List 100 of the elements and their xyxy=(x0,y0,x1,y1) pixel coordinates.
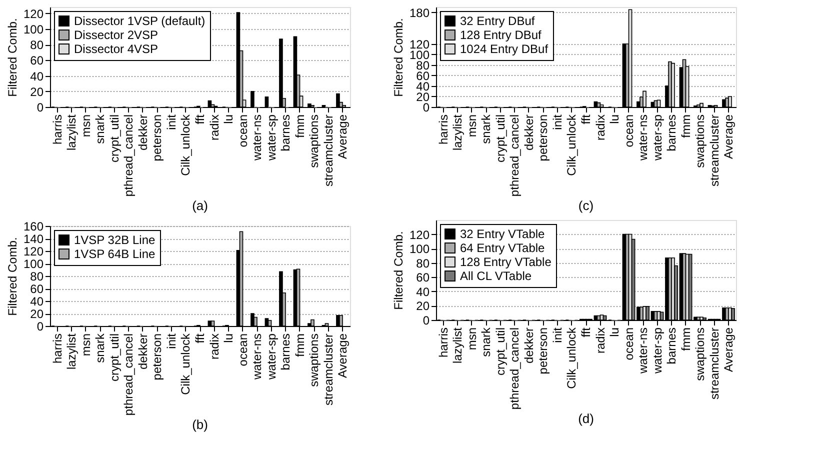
y-tick-label: 120 xyxy=(23,6,44,21)
x-tick-label: pthread_cancel xyxy=(508,328,522,410)
y-tick-label: 100 xyxy=(23,257,44,271)
x-tick-label: init xyxy=(164,114,178,130)
x-tick-label: init xyxy=(164,332,178,349)
x-tick-label: pthread_cancel xyxy=(508,114,522,197)
x-tick-label: snark xyxy=(93,332,108,363)
text: (b) xyxy=(192,417,208,432)
x-tick-label: snark xyxy=(93,114,108,144)
x-tick-label: streamcluster xyxy=(321,114,336,187)
x-tick-label: fmm xyxy=(292,334,307,357)
y-tick-label: 40 xyxy=(30,294,44,308)
x-tick-label: lu xyxy=(608,114,622,124)
x-tick-label: harris xyxy=(50,114,64,145)
x-tick-label: fmm xyxy=(678,114,693,138)
y-tick-label: 80 xyxy=(30,38,44,52)
legend-label: 64 Entry VTable xyxy=(460,241,546,255)
legend-label: 32 Entry DBuf xyxy=(460,14,536,28)
x-tick-label: msn xyxy=(78,334,93,356)
x-tick-label: peterson xyxy=(150,114,164,162)
x-tick-label: Average xyxy=(722,327,736,372)
x-tick-label: swaptions xyxy=(693,114,708,168)
x-tick-label: barnes xyxy=(664,328,679,364)
legend-label: Dissector 4VSP xyxy=(74,42,158,56)
y-tick-label: 80 xyxy=(30,270,44,284)
x-tick-label: msn xyxy=(464,114,479,138)
x-tick-label: ocean xyxy=(236,114,250,148)
x-tick-label: init xyxy=(550,326,564,343)
legend-label: 1VSP 32B Line xyxy=(74,233,156,247)
x-tick-label: dekker xyxy=(136,334,150,370)
x-tick-label: Cilk_unlock xyxy=(178,114,193,176)
y-axis-title: Filtered Comb. xyxy=(391,18,406,97)
y-tick-label: 20 xyxy=(30,307,44,321)
y-axis-title: Filtered Comb. xyxy=(5,237,20,316)
x-tick-label: lazylist xyxy=(450,114,465,151)
y-tick-label: 120 xyxy=(409,228,430,242)
legend-label: Dissector 1VSP (default) xyxy=(74,14,206,28)
x-tick-label: swaptions xyxy=(693,328,708,381)
x-tick-label: snark xyxy=(479,114,494,144)
legend-label: 32 Entry VTable xyxy=(460,227,546,241)
x-tick-label: radix xyxy=(207,334,222,360)
x-tick-label: fft xyxy=(193,114,207,124)
x-tick-label: Average xyxy=(336,333,350,378)
x-tick-label: water-sp xyxy=(650,114,664,162)
legend-label: 1VSP 64B Line xyxy=(74,247,156,261)
x-tick-label: pthread_cancel xyxy=(122,114,136,197)
y-axis-title: Filtered Comb. xyxy=(391,231,406,310)
x-tick-label: water-sp xyxy=(264,114,278,162)
x-tick-label: ocean xyxy=(622,114,636,148)
x-tick-label: streamcluster xyxy=(707,328,722,400)
legend-label: 128 Entry VTable xyxy=(460,255,552,269)
x-tick-label: harris xyxy=(436,114,450,145)
x-tick-label: dekker xyxy=(522,328,536,364)
x-tick-label: Cilk_unlock xyxy=(564,114,579,176)
x-tick-label: water-ns xyxy=(250,334,264,381)
x-tick-label: radix xyxy=(207,114,222,141)
x-tick-label: streamcluster xyxy=(707,114,722,187)
y-tick-label: 20 xyxy=(416,299,430,314)
x-tick-label: snark xyxy=(479,326,494,357)
y-tick-label: 0 xyxy=(36,320,44,334)
y-tick-label: 0 xyxy=(36,100,44,114)
x-tick-label: fft xyxy=(579,326,593,338)
x-tick-label: water-sp xyxy=(264,333,278,381)
x-tick-label: crypt_util xyxy=(493,114,508,163)
x-tick-label: fmm xyxy=(292,114,307,138)
y-tick-label: 140 xyxy=(23,232,44,246)
x-tick-label: lazylist xyxy=(64,114,79,151)
x-tick-label: radix xyxy=(593,328,608,354)
x-tick-label: water-ns xyxy=(636,328,650,375)
x-tick-label: ocean xyxy=(622,328,636,360)
x-tick-label: fft xyxy=(579,114,593,124)
x-tick-label: dekker xyxy=(522,114,536,151)
x-tick-label: harris xyxy=(436,328,450,358)
y-tick-label: 0 xyxy=(422,314,430,328)
x-tick-label: Cilk_unlock xyxy=(564,326,579,389)
x-tick-label: lu xyxy=(608,328,622,337)
x-tick-label: peterson xyxy=(536,114,550,162)
legend-label: Dissector 2VSP xyxy=(74,28,158,42)
y-tick-label: 120 xyxy=(23,244,44,258)
y-tick-label: 100 xyxy=(409,242,430,256)
x-tick-label: msn xyxy=(464,328,479,350)
x-tick-label: barnes xyxy=(664,114,679,152)
y-tick-label: 180 xyxy=(409,6,430,20)
y-tick-label: 80 xyxy=(416,256,430,270)
y-tick-label: 20 xyxy=(30,84,44,99)
x-tick-label: crypt_util xyxy=(107,334,122,382)
x-tick-label: radix xyxy=(593,114,608,141)
x-tick-label: swaptions xyxy=(307,334,322,387)
x-tick-label: Average xyxy=(336,114,350,159)
x-tick-label: water-ns xyxy=(636,114,650,162)
x-tick-label: barnes xyxy=(278,114,293,152)
y-tick-label: 60 xyxy=(30,54,44,68)
y-axis-title: Filtered Comb. xyxy=(5,18,20,97)
x-tick-label: Cilk_unlock xyxy=(178,332,193,395)
x-tick-label: swaptions xyxy=(307,114,322,168)
y-tick-label: 40 xyxy=(30,69,44,84)
x-tick-label: peterson xyxy=(536,328,550,374)
y-tick-label: 60 xyxy=(416,270,430,285)
legend-label: 1024 Entry DBuf xyxy=(460,42,549,56)
x-tick-label: pthread_cancel xyxy=(122,334,136,416)
